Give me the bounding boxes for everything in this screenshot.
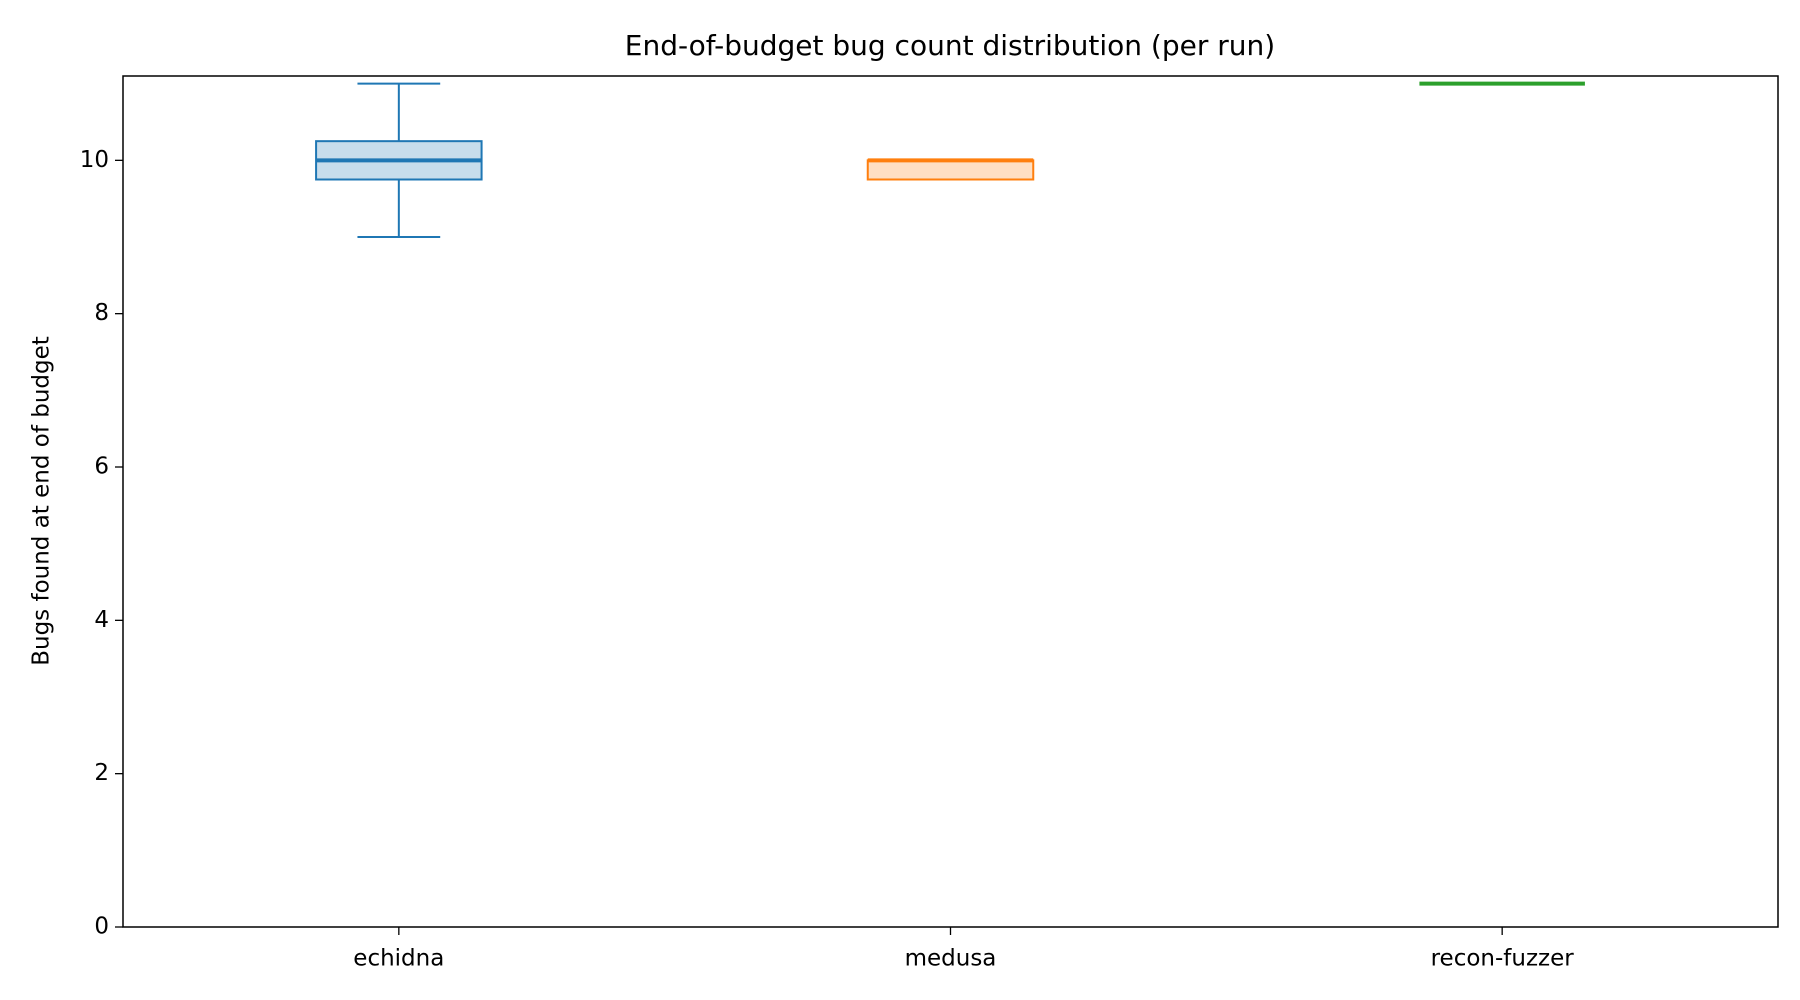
y-tick-label: 6 xyxy=(94,454,109,480)
x-tick-label: recon-fuzzer xyxy=(1431,946,1575,972)
x-tick-label: echidna xyxy=(353,946,444,972)
y-tick-label: 8 xyxy=(94,300,109,326)
chart-title: End-of-budget bug count distribution (pe… xyxy=(625,29,1275,62)
box xyxy=(866,159,1035,181)
y-axis-label: Bugs found at end of budget xyxy=(29,336,55,666)
y-tick-label: 2 xyxy=(94,760,109,786)
y-tick-label: 0 xyxy=(94,914,109,940)
x-tick-label: medusa xyxy=(905,946,997,972)
plot-frame xyxy=(122,75,1779,928)
y-tick-label: 10 xyxy=(80,147,109,173)
y-tick-label: 4 xyxy=(94,607,109,633)
